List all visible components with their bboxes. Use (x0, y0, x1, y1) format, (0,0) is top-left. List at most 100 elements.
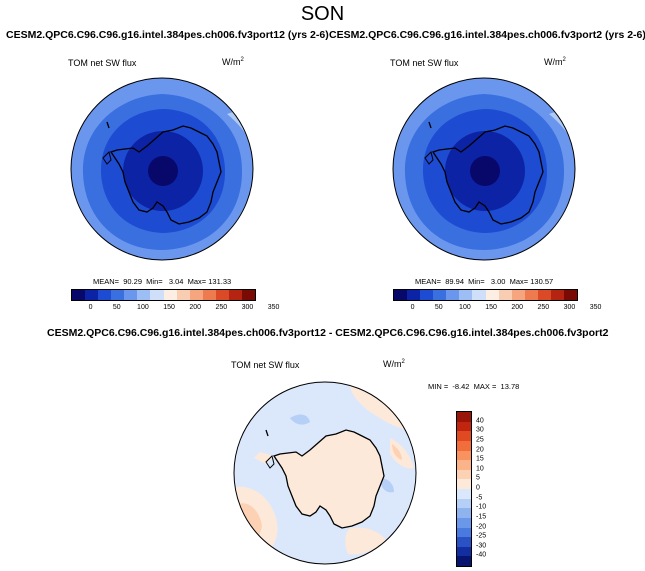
colorbar-tick-label: 200 (511, 304, 524, 311)
colorbar-tick-label: -20 (476, 523, 487, 530)
colorbar-tick-label: 300 (563, 304, 576, 311)
colorbar-swatch (457, 489, 471, 499)
colorbar-tick-label: 0 (88, 304, 93, 311)
colorbar-swatch (498, 290, 512, 300)
colorbar-swatch (124, 290, 138, 300)
panel-1-field (71, 78, 253, 260)
panel-2-title: CESM2.QPC6.C96.C96.g16.intel.384pes.ch00… (329, 29, 645, 41)
colorbar-swatch (457, 460, 471, 470)
diff-panel-title: CESM2.QPC6.C96.C96.g16.intel.384pes.ch00… (47, 327, 609, 339)
diff-panel-min-max: MIN = -8.42 MAX = 13.78 (428, 382, 520, 391)
colorbar-swatch (457, 527, 471, 538)
colorbar-swatch (98, 290, 112, 300)
colorbar-swatch (176, 290, 190, 300)
panel-1-title: CESM2.QPC6.C96.C96.g16.intel.384pes.ch00… (6, 29, 329, 41)
colorbar-tick-label: -25 (476, 532, 487, 540)
colorbar-swatch (111, 290, 125, 300)
colorbar-swatch (163, 290, 177, 300)
colorbar-tick-label: 0 (410, 304, 415, 311)
panel-2-colorbar-ticks: 0 50 100 150 200 250 300 350 (393, 304, 602, 314)
colorbar-tick-label: -10 (476, 503, 487, 511)
panel-1-variable-label: TOM net SW flux (68, 58, 137, 68)
colorbar-swatch (564, 290, 578, 300)
panel-1-units: W/m2 (222, 57, 244, 67)
colorbar-swatch (72, 290, 86, 300)
colorbar-swatch (457, 412, 471, 422)
colorbar-swatch (242, 290, 256, 300)
colorbar-swatch (457, 469, 471, 480)
panel-2-stats: MEAN= 89.94 Min= 3.00 Max= 130.57 (415, 277, 554, 286)
colorbar-tick-label: 350 (589, 304, 602, 311)
panel-2-field (393, 78, 575, 260)
colorbar-tick-label: 50 (434, 304, 443, 311)
colorbar-tick-label: -5 (476, 494, 483, 502)
colorbar-swatch (457, 546, 471, 557)
colorbar-swatch (189, 290, 203, 300)
diff-colorbar (456, 411, 472, 567)
panel-2-polar-map (392, 77, 576, 261)
diff-polar-map (233, 381, 417, 565)
diff-panel-units: W/m2 (383, 359, 405, 369)
colorbar-tick-label: 10 (476, 465, 484, 473)
colorbar-tick-label: -30 (476, 542, 487, 550)
colorbar-tick-label: 100 (459, 304, 471, 311)
colorbar-swatch (472, 290, 486, 300)
colorbar-tick-label: 250 (215, 304, 228, 311)
colorbar-tick-label: 200 (189, 304, 202, 311)
panel-2-colorbar (393, 289, 578, 301)
colorbar-swatch (457, 450, 471, 461)
colorbar-swatch (457, 431, 471, 441)
colorbar-swatch (215, 290, 229, 300)
colorbar-tick-label: 300 (241, 304, 254, 311)
panel-1-antarctica-coastline (109, 125, 222, 225)
colorbar-swatch (511, 290, 525, 300)
colorbar-swatch (537, 290, 551, 300)
diff-panel-variable-label: TOM net SW flux (231, 360, 300, 370)
colorbar-swatch (457, 508, 471, 518)
colorbar-tick-label: 150 (485, 304, 497, 311)
colorbar-tick-label: 50 (112, 304, 121, 311)
colorbar-swatch (457, 556, 471, 566)
colorbar-swatch (457, 537, 471, 547)
colorbar-tick-label: 150 (163, 304, 175, 311)
colorbar-tick-label: 250 (537, 304, 550, 311)
colorbar-swatch (550, 290, 565, 300)
diff-antarctica-coastline (272, 429, 385, 529)
panel-1-colorbar (71, 289, 256, 301)
colorbar-swatch (457, 517, 471, 528)
colorbar-swatch (433, 290, 447, 300)
colorbar-swatch (420, 290, 434, 300)
colorbar-tick-label: -15 (476, 513, 487, 521)
colorbar-swatch (457, 479, 471, 489)
colorbar-tick-label: 30 (476, 426, 484, 434)
panel-2-variable-label: TOM net SW flux (390, 58, 459, 68)
colorbar-swatch (85, 290, 99, 300)
diff-antarctica-fill (274, 430, 384, 528)
diff-field (234, 382, 416, 564)
colorbar-swatch (150, 290, 164, 300)
colorbar-tick-label: 100 (137, 304, 149, 311)
colorbar-swatch (457, 498, 471, 509)
colorbar-swatch (394, 290, 408, 300)
colorbar-tick-label: 25 (476, 436, 484, 444)
colorbar-swatch (524, 290, 538, 300)
panel-2-units: W/m2 (544, 57, 566, 67)
colorbar-tick-label: -40 (476, 551, 487, 559)
colorbar-tick-label: 40 (476, 417, 484, 425)
colorbar-swatch (137, 290, 151, 300)
panel-1-stats: MEAN= 90.29 Min= 3.04 Max= 131.33 (93, 277, 232, 286)
panel-2-antarctica-coastline (431, 125, 544, 225)
colorbar-swatch (485, 290, 499, 300)
figure-title: SON (300, 3, 345, 25)
colorbar-swatch (459, 290, 473, 300)
panel-1-polar-map (70, 77, 254, 261)
colorbar-tick-label: 20 (476, 446, 484, 453)
colorbar-swatch (228, 290, 243, 300)
panel-1-colorbar-ticks: 0 50 100 150 200 250 300 350 (71, 304, 280, 314)
colorbar-swatch (446, 290, 460, 300)
colorbar-swatch (457, 440, 471, 451)
colorbar-tick-label: 0 (476, 484, 480, 492)
colorbar-tick-label: 5 (476, 474, 480, 482)
colorbar-swatch (202, 290, 216, 300)
colorbar-tick-label: 15 (476, 455, 484, 463)
